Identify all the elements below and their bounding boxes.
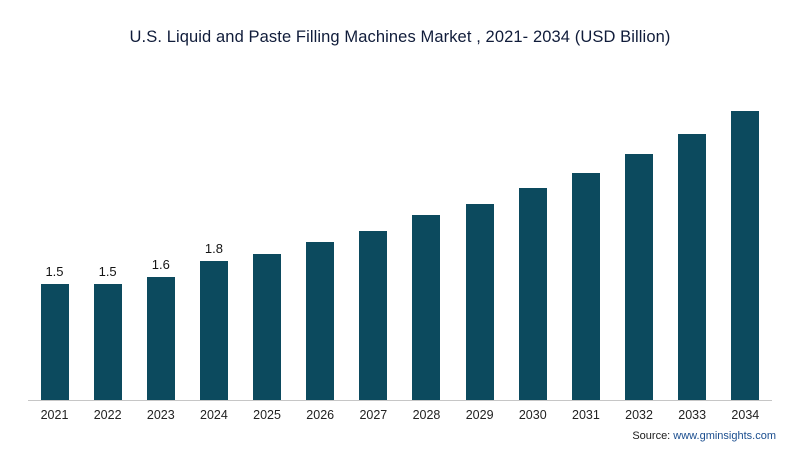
x-tick-label: 2033 xyxy=(678,408,707,422)
x-tick-label: 2032 xyxy=(625,408,653,422)
bar xyxy=(518,188,547,400)
bar xyxy=(359,231,388,400)
bars-row: 1.5 1.5 1.6 1.8 xyxy=(28,98,772,401)
bar-slot xyxy=(347,231,400,400)
bar xyxy=(93,284,122,400)
bar xyxy=(306,242,335,400)
bar-slot xyxy=(559,173,612,400)
bar-slot xyxy=(241,254,294,400)
bar xyxy=(199,261,228,400)
bar-slot: 1.5 xyxy=(28,264,81,400)
bar xyxy=(678,134,707,400)
bar-value-label: 1.5 xyxy=(98,264,117,279)
bar-slot xyxy=(666,134,719,400)
bar-slot: 1.5 xyxy=(81,264,134,400)
bar-value-label: 1.8 xyxy=(204,241,223,256)
chart-title: U.S. Liquid and Paste Filling Machines M… xyxy=(129,28,671,46)
source-prefix: Source: xyxy=(632,430,674,442)
bar-slot xyxy=(506,188,559,400)
source-attribution: Source: www.gminsights.com xyxy=(632,430,776,442)
x-axis-labels: 2021 2022 2023 2024 2025 2026 2027 2028 2029 2030… xyxy=(28,408,772,422)
bar-slot: 1.6 xyxy=(134,257,187,400)
x-tick-label: 2028 xyxy=(412,408,441,422)
bar xyxy=(253,254,282,400)
bar xyxy=(465,204,494,400)
bar-slot xyxy=(719,111,772,400)
plot-area: 1.5 1.5 1.6 1.8 2021 2022 2023 2024 2025 2026 202… xyxy=(28,98,772,422)
bar xyxy=(146,277,175,400)
x-tick-label: 2024 xyxy=(200,408,228,422)
x-tick-label: 2021 xyxy=(40,408,69,422)
x-tick-label: 2022 xyxy=(93,408,122,422)
x-tick-label: 2025 xyxy=(253,408,281,422)
x-tick-label: 2029 xyxy=(465,408,494,422)
x-tick-label: 2027 xyxy=(359,408,388,422)
x-tick-label: 2026 xyxy=(306,408,335,422)
x-tick-label: 2030 xyxy=(518,408,547,422)
bar xyxy=(731,111,760,400)
source-link[interactable]: www.gminsights.com xyxy=(673,430,776,442)
bar-slot xyxy=(453,204,506,400)
bar xyxy=(40,284,69,400)
bar xyxy=(571,173,600,400)
bar-slot xyxy=(613,154,666,400)
bar-slot: 1.8 xyxy=(187,241,240,400)
x-tick-label: 2034 xyxy=(731,408,760,422)
bar xyxy=(412,215,441,400)
bar-value-label: 1.5 xyxy=(45,264,64,279)
bar-value-label: 1.6 xyxy=(151,257,170,272)
bar-slot xyxy=(294,242,347,400)
bar-slot xyxy=(400,215,453,400)
x-tick-label: 2023 xyxy=(146,408,175,422)
bar xyxy=(625,154,654,400)
x-tick-label: 2031 xyxy=(572,408,600,422)
